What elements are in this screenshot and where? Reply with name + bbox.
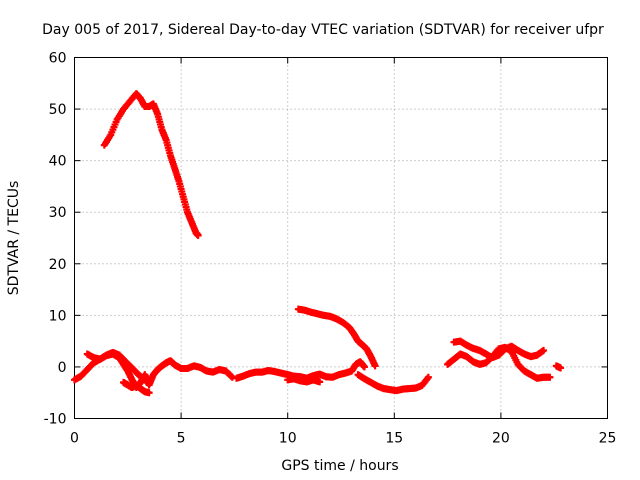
series-arc-4 (83, 350, 236, 392)
data-point (557, 364, 565, 372)
axis-ticks (74, 57, 608, 419)
y-tick-label: 20 (49, 257, 67, 273)
series-arc-7 (284, 375, 324, 386)
data-point (424, 373, 432, 381)
x-tick-label: 0 (70, 431, 79, 447)
x-axis-label: GPS time / hours (281, 458, 398, 474)
x-tick-label: 25 (599, 431, 617, 447)
y-tick-label: 10 (49, 308, 67, 324)
y-tick-label: 60 (49, 51, 67, 67)
series-arc-11 (552, 362, 565, 372)
x-tick-label: 5 (177, 431, 186, 447)
data-point (371, 362, 379, 370)
plot-frame (74, 57, 608, 419)
data-point (194, 231, 202, 239)
data-point (546, 373, 554, 381)
series-arc-9 (444, 343, 554, 382)
y-tick-label: 50 (49, 102, 67, 118)
y-axis-label: SDTVAR / TECUs (6, 181, 22, 296)
series-arc-2 (294, 305, 379, 370)
data-point (540, 346, 548, 354)
y-tick-label: -10 (44, 412, 67, 428)
y-tick-label: 0 (58, 360, 67, 376)
data-point (145, 389, 153, 397)
y-tick-labels: -10 0 10 20 30 40 50 60 (44, 51, 67, 428)
series-arc-8 (354, 371, 432, 395)
y-tick-label: 30 (49, 205, 67, 221)
data-point (316, 378, 324, 386)
series-arc-1 (100, 90, 202, 239)
y-tick-label: 40 (49, 154, 67, 170)
x-tick-labels: 0 5 10 15 20 25 (70, 431, 616, 447)
x-tick-label: 15 (385, 431, 403, 447)
data-points (71, 90, 565, 397)
series-arc-10 (450, 337, 548, 362)
x-tick-label: 10 (279, 431, 297, 447)
series-arc-5 (120, 378, 153, 397)
x-tick-label: 20 (492, 431, 510, 447)
data-point (360, 363, 368, 371)
chart-title: Day 005 of 2017, Sidereal Day-to-day VTE… (42, 22, 604, 38)
